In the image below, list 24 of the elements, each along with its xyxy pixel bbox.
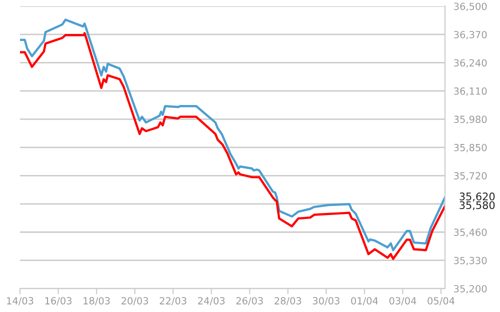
x-tick-label: 28/03 — [274, 297, 302, 306]
x-tick-label: 30/03 — [312, 297, 340, 306]
x-tick-label: 18/03 — [84, 297, 110, 306]
x-tick-label: 24/03 — [198, 297, 225, 306]
x-tick-label: 03/04 — [389, 297, 416, 306]
annotation: 35,580 — [460, 201, 495, 210]
x-tick-label: 22/03 — [160, 297, 186, 306]
y-tick-label: 35,980 — [454, 116, 487, 124]
y-tick-label: 36,370 — [454, 30, 487, 40]
x-tick-label: 26/03 — [236, 297, 263, 306]
x-tick-label: 05/04 — [428, 297, 454, 306]
y-tick-label: 36,110 — [454, 87, 487, 96]
y-tick-label: 35,850 — [454, 144, 487, 152]
x-tick-label: 20/03 — [122, 297, 148, 306]
x-tick-label: 16/03 — [45, 297, 72, 306]
y-tick-label: 35,460 — [454, 228, 487, 237]
y-tick-label: 35,200 — [454, 285, 487, 294]
annotation: 35,620 — [460, 192, 495, 202]
y-tick-label: 35,330 — [454, 256, 487, 266]
y-tick-label: 35,720 — [454, 172, 487, 180]
x-tick-label: 14/03 — [7, 297, 34, 306]
x-tick-label: 01/04 — [351, 297, 378, 306]
y-tick-label: 36,240 — [454, 59, 487, 68]
y-tick-label: 36,500 — [454, 2, 487, 12]
